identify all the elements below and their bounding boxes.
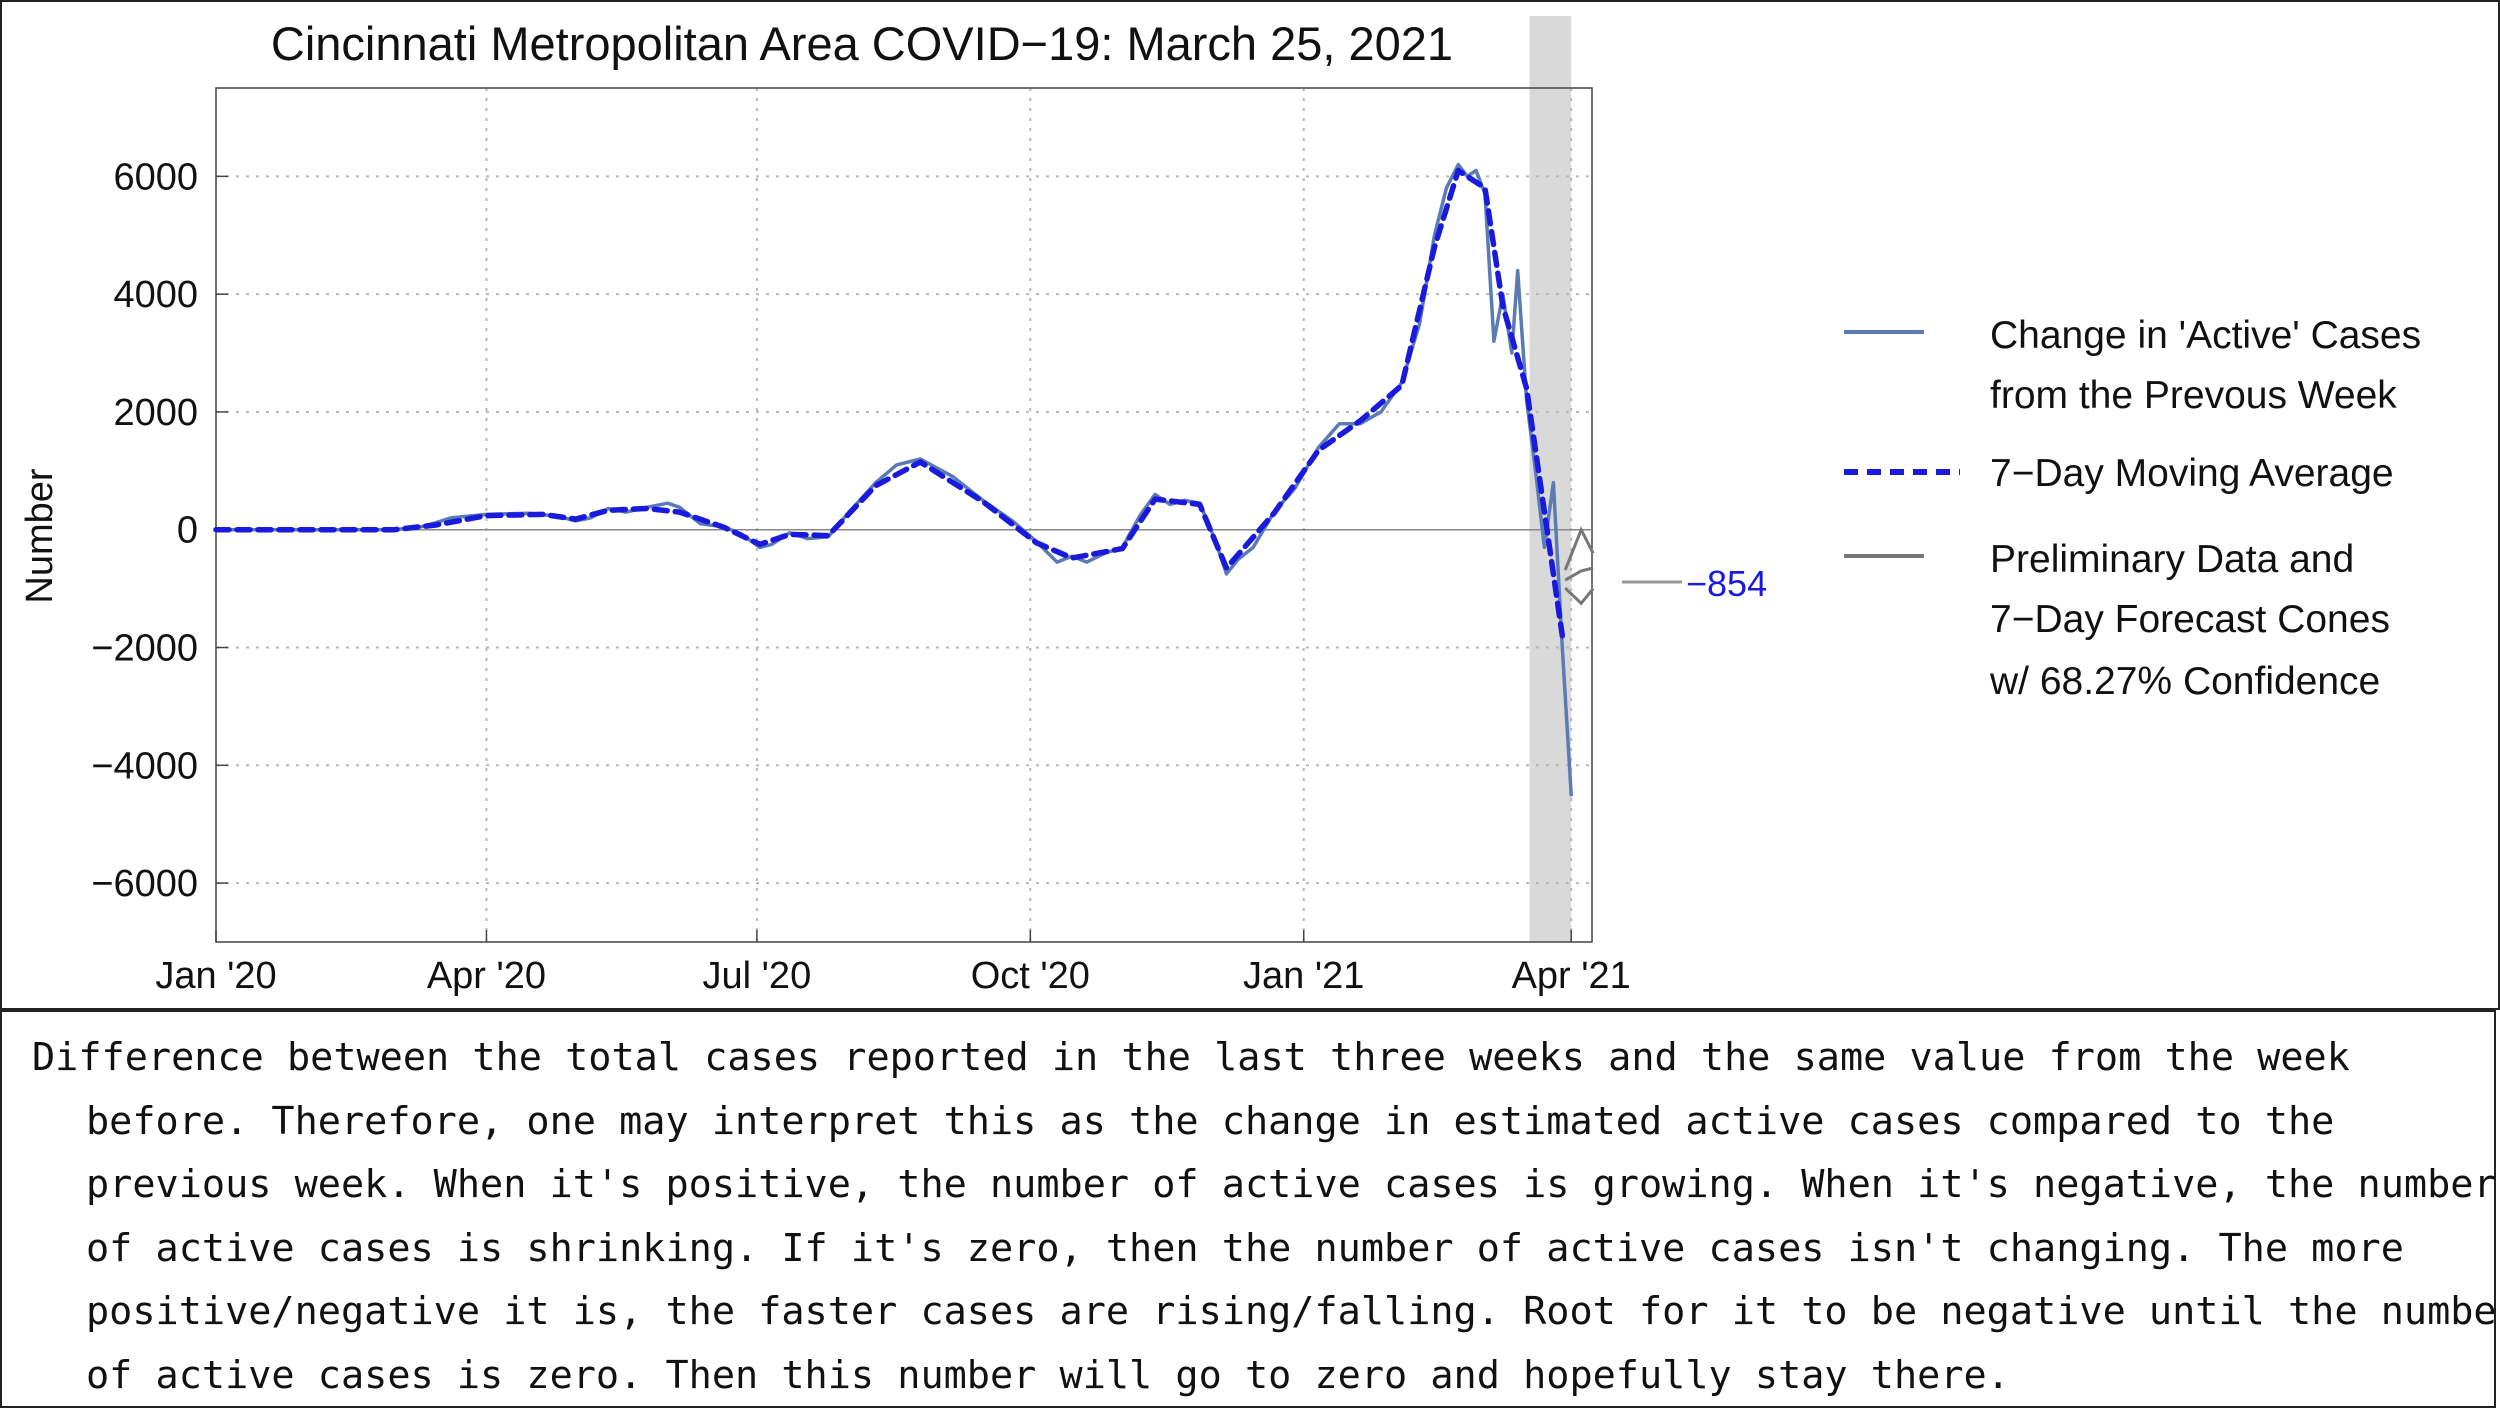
chart-svg: 6000 4000 2000 0 −2000 −4000 −6000 Jan '20 Apr '… — [19, 16, 2421, 997]
forecast-cones — [1563, 526, 1595, 606]
legend-label-raw-line1: Change in 'Active' Cases — [1990, 314, 2421, 357]
legend-label-moving-average: 7−Day Moving Average — [1990, 452, 2394, 495]
series-moving-average-line — [213, 167, 1566, 639]
forecast-upper-bound — [1563, 526, 1595, 571]
y-tick-label: 4000 — [113, 274, 198, 316]
legend: Change in 'Active' Cases from the Prevou… — [1844, 314, 2421, 703]
legend-label-preliminary-line1: Preliminary Data and — [1990, 538, 2354, 581]
last-value-annotation: −854 — [1622, 563, 1767, 604]
x-tick-label: Oct '20 — [971, 955, 1090, 997]
forecast-center — [1564, 566, 1594, 582]
y-tick-label: 6000 — [113, 156, 198, 198]
x-tick-label: Apr '21 — [1512, 955, 1631, 997]
tick-layer: 6000 4000 2000 0 −2000 −4000 −6000 Jan '20 Apr '… — [91, 156, 1631, 997]
forecast-lower-bound — [1564, 586, 1595, 606]
series-layer — [213, 162, 1573, 797]
x-tick-label: Apr '20 — [427, 955, 546, 997]
legend-label-preliminary-line2: 7−Day Forecast Cones — [1990, 598, 2390, 641]
chart-title: Cincinnati Metropolitan Area COVID−19: M… — [271, 17, 1453, 70]
y-tick-label: −2000 — [91, 628, 198, 670]
y-tick-label: 2000 — [113, 392, 198, 434]
legend-label-raw-line2: from the Prevous Week — [1990, 374, 2397, 417]
series-raw-line — [214, 162, 1573, 797]
grid-layer — [216, 88, 1592, 942]
y-axis-label: Number — [19, 468, 61, 603]
annotation-value: −854 — [1686, 563, 1767, 604]
caption-box: Difference between the total cases repor… — [0, 1010, 2500, 1408]
y-tick-label: −6000 — [91, 863, 198, 905]
legend-label-preliminary-line3: w/ 68.27% Confidence — [1989, 660, 2380, 703]
x-tick-label: Jan '20 — [155, 955, 276, 997]
caption-text: Difference between the total cases repor… — [32, 1035, 2500, 1398]
chart-panel: 6000 4000 2000 0 −2000 −4000 −6000 Jan '20 Apr '… — [0, 0, 2500, 1010]
x-tick-label: Jan '21 — [1243, 955, 1364, 997]
plot-frame — [215, 87, 1593, 943]
x-tick-label: Jul '20 — [703, 955, 812, 997]
y-tick-label: −4000 — [91, 745, 198, 787]
y-tick-label: 0 — [177, 510, 198, 552]
